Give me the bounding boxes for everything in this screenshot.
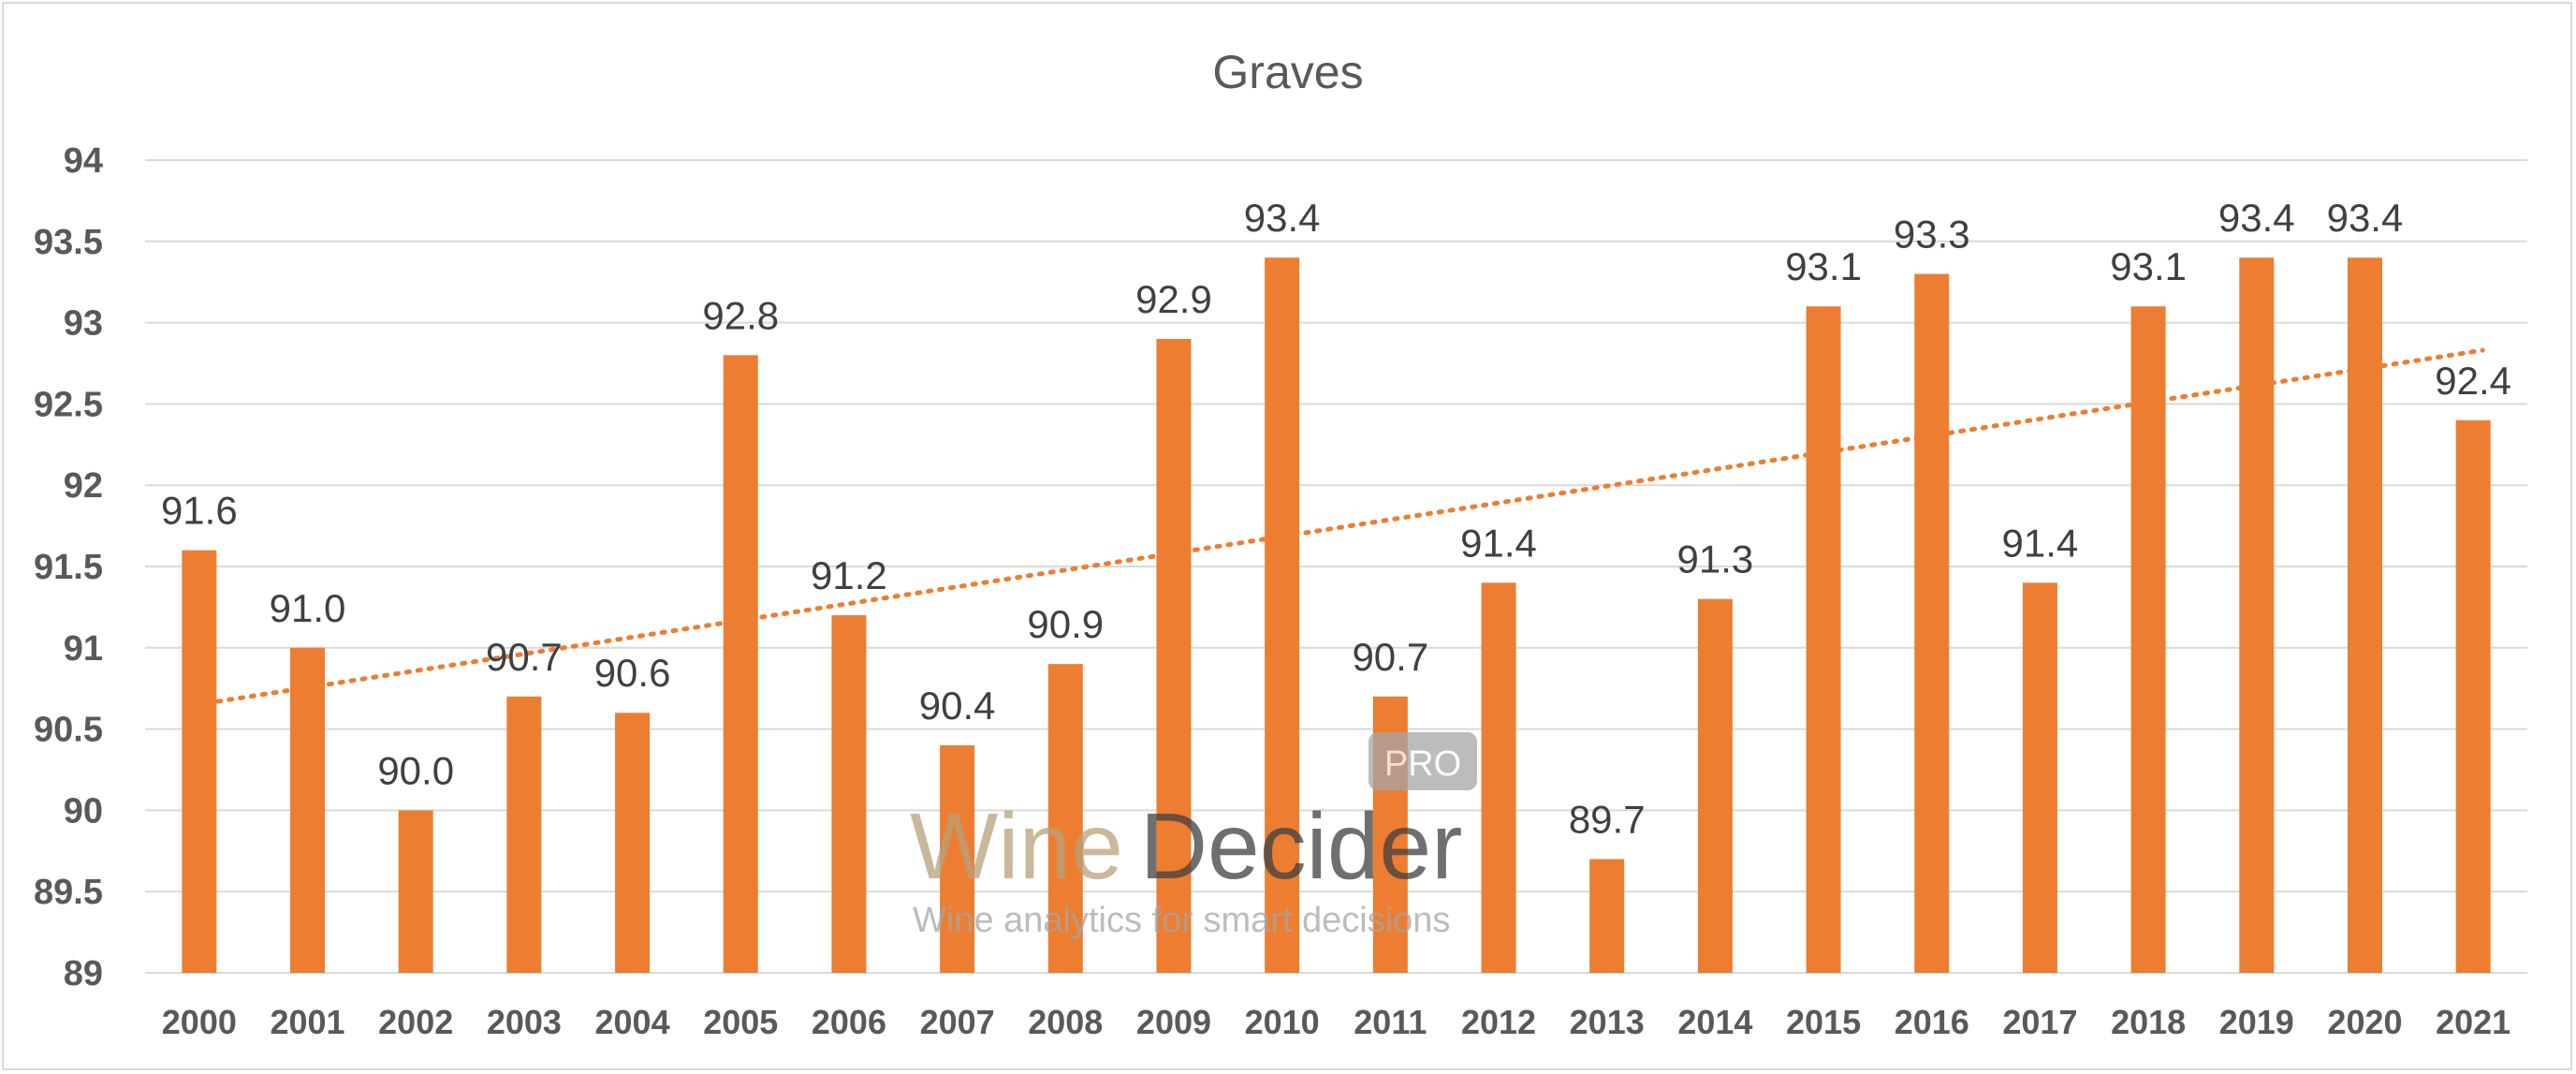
y-tick-label: 91 (64, 629, 103, 669)
data-label-2001: 91.0 (270, 586, 346, 630)
y-tick-label: 89 (64, 954, 103, 993)
data-label-2002: 90.0 (377, 748, 454, 792)
data-label-2006: 91.2 (811, 553, 887, 597)
data-label-2009: 92.9 (1135, 277, 1212, 321)
data-label-2000: 91.6 (161, 489, 238, 533)
y-tick-label: 93.5 (34, 223, 103, 262)
y-tick-label: 92 (64, 466, 103, 506)
x-tick-label-2003: 2003 (487, 1003, 562, 1041)
trendline (215, 347, 2485, 704)
bar-2006 (831, 615, 867, 973)
bar-2020 (2347, 257, 2382, 973)
bar-2003 (506, 696, 542, 973)
x-tick-label-2021: 2021 (2436, 1003, 2510, 1041)
data-label-2013: 89.7 (1569, 797, 1646, 841)
x-tick-label-2008: 2008 (1028, 1003, 1103, 1041)
bar-2000 (182, 550, 217, 973)
wine-decider-watermark: PRO Wine Decider Wine analytics for smart… (910, 732, 1477, 940)
data-label-2005: 92.8 (702, 293, 779, 337)
bar-2004 (615, 713, 651, 973)
y-tick-label: 89.5 (34, 873, 103, 912)
x-tick-label-2015: 2015 (1786, 1003, 1861, 1041)
x-tick-label-2018: 2018 (2111, 1003, 2186, 1041)
data-label-2015: 93.1 (1785, 244, 1862, 288)
data-label-2008: 90.9 (1027, 602, 1104, 646)
watermark-wine-text: Wine (910, 794, 1123, 899)
y-tick-label: 92.5 (34, 385, 103, 424)
bar-2016 (1914, 273, 1950, 973)
x-tick-label-2006: 2006 (812, 1003, 886, 1041)
data-label-2011: 90.7 (1352, 635, 1428, 679)
data-label-2014: 91.3 (1677, 537, 1754, 581)
watermark-pro-text: PRO (1384, 744, 1461, 784)
x-tick-label-2005: 2005 (703, 1003, 778, 1041)
bar-2018 (2130, 306, 2166, 973)
watermark-tagline: Wine analytics for smart decisions (913, 901, 1450, 940)
x-tick-label-2007: 2007 (920, 1003, 995, 1041)
bar-2013 (1589, 859, 1625, 973)
data-label-2017: 91.4 (2002, 521, 2079, 565)
bar-2015 (1806, 306, 1841, 973)
x-axis-tick-labels: 2000 2001 2002 2003 2004 2005 2006 2007 2008 2009… (162, 1003, 2510, 1041)
bar-2002 (398, 810, 433, 973)
data-label-2007: 90.4 (919, 684, 996, 728)
chart-title: Graves (1212, 46, 1363, 98)
data-label-2020: 93.4 (2327, 196, 2404, 240)
x-tick-label-2004: 2004 (595, 1003, 670, 1041)
x-tick-label-2014: 2014 (1677, 1003, 1752, 1041)
y-tick-label: 93 (64, 304, 103, 344)
x-tick-label-2016: 2016 (1895, 1003, 1969, 1041)
x-tick-label-2010: 2010 (1245, 1003, 1320, 1041)
x-tick-label-2011: 2011 (1354, 1003, 1427, 1041)
x-tick-label-2012: 2012 (1461, 1003, 1536, 1041)
x-tick-label-2009: 2009 (1136, 1003, 1211, 1041)
data-label-2018: 93.1 (2110, 244, 2187, 288)
watermark-logo-text: Wine Decider (910, 794, 1462, 899)
gridlines (145, 159, 2527, 974)
x-tick-label-2013: 2013 (1570, 1003, 1645, 1041)
bar-2014 (1697, 598, 1733, 973)
bar-2009 (1156, 338, 1192, 974)
x-tick-label-2000: 2000 (162, 1003, 237, 1041)
x-tick-label-2020: 2020 (2327, 1003, 2402, 1041)
bar-2012 (1481, 582, 1516, 973)
data-label-2019: 93.4 (2218, 196, 2295, 240)
data-label-2003: 90.7 (486, 635, 563, 679)
y-tick-label: 94 (64, 141, 103, 181)
trendline-layer (215, 347, 2485, 704)
bar-2005 (723, 355, 758, 973)
data-label-2012: 91.4 (1460, 521, 1537, 565)
bar-2008 (1047, 664, 1083, 973)
bars (182, 257, 2491, 974)
x-tick-label-2019: 2019 (2219, 1003, 2294, 1041)
y-axis-tick-labels: 89 89.5 90 90.5 91 91.5 92 92.5 93 93.5 94 (34, 141, 103, 993)
bar-2019 (2239, 257, 2275, 973)
x-tick-label-2017: 2017 (2002, 1003, 2077, 1041)
y-tick-label: 90.5 (34, 711, 103, 750)
bar-2010 (1265, 257, 1300, 973)
data-label-2004: 90.6 (594, 651, 671, 695)
bar-2017 (2022, 582, 2057, 973)
data-labels: 91.6 91.0 90.0 90.7 90.6 92.8 91.2 90.4 90.9 92.9… (161, 196, 2511, 841)
watermark-decider-text: Decider (1140, 794, 1463, 899)
watermark-pro-badge (1368, 732, 1477, 790)
data-label-2021: 92.4 (2435, 359, 2511, 403)
bar-2021 (2455, 419, 2491, 973)
y-tick-label: 90 (64, 791, 103, 831)
bar-2007 (940, 744, 975, 973)
data-label-2010: 93.4 (1244, 196, 1321, 240)
x-tick-label-2002: 2002 (378, 1003, 453, 1041)
bar-2001 (290, 647, 326, 973)
y-tick-label: 91.5 (34, 548, 103, 587)
x-tick-label-2001: 2001 (270, 1003, 344, 1041)
data-label-2016: 93.3 (1894, 213, 1970, 257)
